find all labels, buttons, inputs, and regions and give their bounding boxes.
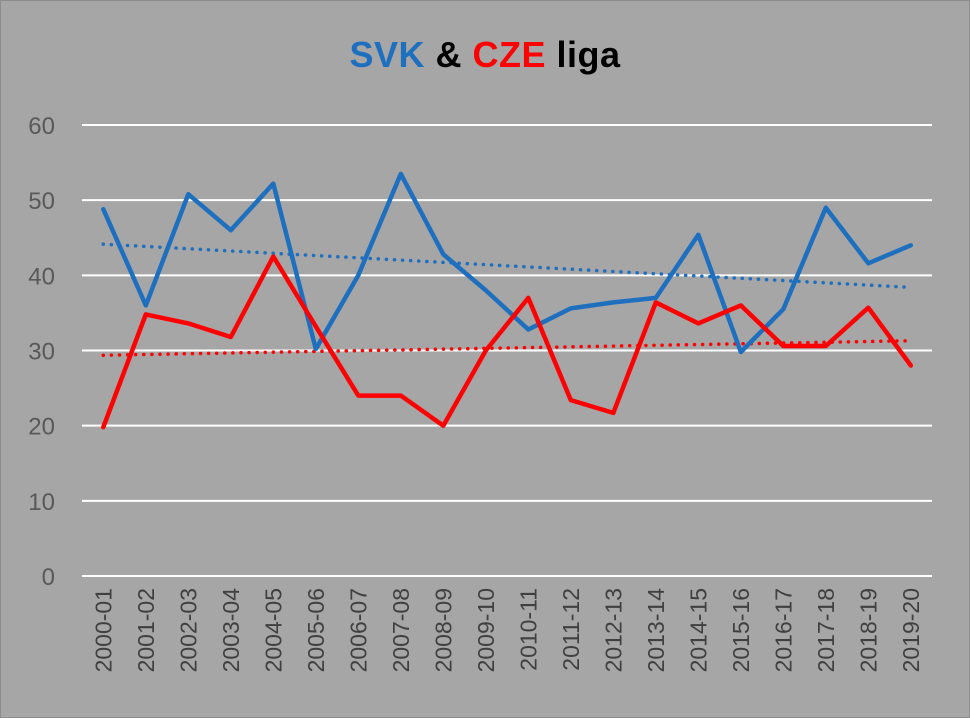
y-tick-label: 10 [28,489,55,516]
x-tick-label: 2011-12 [558,588,584,671]
title-part-svk: SVK [349,34,425,75]
y-tick-label: 40 [28,263,55,290]
y-tick-label: 60 [28,113,55,140]
x-tick-label: 2000-01 [90,588,116,672]
x-tick-label: 2013-14 [643,588,669,673]
series-line-0 [101,171,914,355]
x-tick-label: 2003-04 [218,588,244,673]
x-tick-label: 2002-03 [175,588,201,672]
trendline-0 [101,242,913,290]
title-part-cze: CZE [472,34,546,75]
x-tick-label: 2005-06 [303,588,329,672]
x-tick-label: 2008-09 [430,588,456,672]
chart-title: SVK & CZE liga [0,34,970,76]
y-tick-label: 0 [42,564,55,591]
x-tick-label: 2012-13 [600,588,626,672]
x-tick-label: 2004-05 [260,588,286,672]
x-tick-label: 2009-10 [473,588,499,672]
series-line-1 [101,254,914,430]
x-tick-label: 2007-08 [388,588,414,672]
x-tick-label: 2016-17 [770,588,796,672]
x-tick-label: 2014-15 [685,588,711,672]
y-tick-label: 20 [28,414,55,441]
x-tick-label: 2018-19 [855,588,881,672]
y-tick-label: 50 [28,188,55,215]
x-tick-label: 2015-16 [728,588,754,672]
y-tick-label: 30 [28,339,55,366]
title-part-ampersand: & [424,34,473,75]
x-tick-label: 2010-11 [515,588,541,671]
trendline-1 [101,338,913,357]
title-part-liga: liga [546,34,621,75]
x-tick-label: 2017-18 [813,588,839,672]
x-tick-label: 2019-20 [898,588,924,672]
x-tick-label: 2006-07 [345,588,371,672]
x-tick-label: 2001-02 [133,588,159,672]
